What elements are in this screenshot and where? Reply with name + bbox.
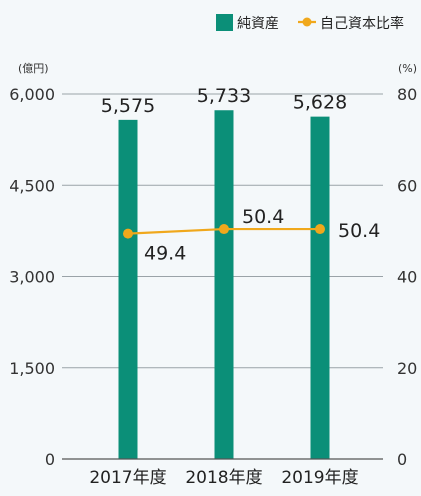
category-label: 2018年度 bbox=[185, 468, 262, 488]
ratio-point bbox=[123, 228, 133, 239]
left-tick-label: 1,500 bbox=[9, 359, 55, 378]
bar bbox=[118, 119, 138, 460]
category-label: 2017年度 bbox=[89, 468, 166, 488]
left-tick-label: 4,500 bbox=[9, 176, 55, 195]
line-value-label: 50.4 bbox=[242, 206, 284, 228]
legend-label: 純資産 bbox=[237, 16, 279, 32]
left-tick-label: 0 bbox=[45, 450, 55, 469]
legend-label: 自己資本比率 bbox=[320, 15, 404, 32]
bar-value-label: 5,733 bbox=[197, 85, 251, 107]
bar-value-label: 5,575 bbox=[101, 95, 155, 117]
left-axis-unit: (億円) bbox=[18, 62, 49, 75]
right-axis-unit: (%) bbox=[398, 62, 417, 75]
line-value-label: 50.4 bbox=[338, 220, 380, 242]
ratio-point bbox=[315, 224, 325, 235]
right-tick-label: 80 bbox=[397, 85, 417, 104]
legend-bar-swatch bbox=[216, 14, 233, 31]
right-tick-label: 40 bbox=[397, 268, 417, 287]
bar bbox=[214, 110, 234, 460]
bar-value-label: 5,628 bbox=[293, 92, 347, 114]
ratio-point bbox=[219, 224, 229, 235]
right-tick-label: 0 bbox=[397, 450, 407, 469]
legend-line-marker bbox=[302, 17, 312, 27]
left-tick-label: 6,000 bbox=[9, 85, 55, 104]
right-tick-label: 20 bbox=[397, 359, 417, 378]
left-tick-label: 3,000 bbox=[9, 268, 55, 287]
line-value-label: 49.4 bbox=[144, 243, 186, 265]
bar bbox=[310, 116, 330, 459]
right-tick-label: 60 bbox=[397, 176, 417, 195]
category-label: 2019年度 bbox=[281, 468, 358, 488]
